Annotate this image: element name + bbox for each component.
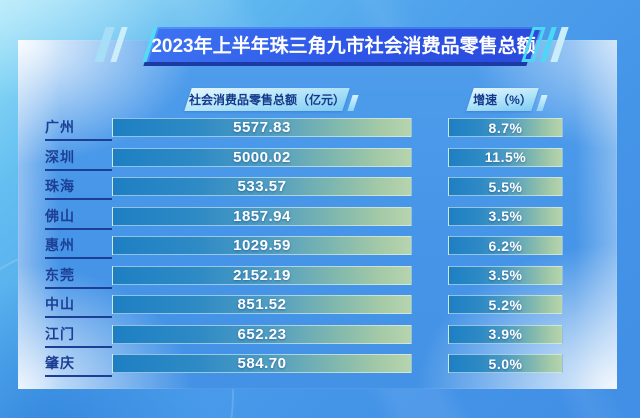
city-underline xyxy=(45,316,112,318)
value-bar-label: 2152.19 xyxy=(233,266,291,284)
growth-bar-label: 3.5% xyxy=(488,267,523,283)
value-bar: 2152.19 xyxy=(112,265,412,285)
city-label: 江门 xyxy=(45,325,75,342)
value-bar-label: 5577.83 xyxy=(233,119,291,136)
value-bar-label: 1029.59 xyxy=(233,237,291,254)
value-bar-label: 5000.02 xyxy=(233,148,291,166)
growth-bar: 3.5% xyxy=(448,265,563,285)
city-underline xyxy=(45,257,112,259)
value-bar: 1857.94 xyxy=(112,206,412,226)
value-bar: 1029.59 xyxy=(112,236,412,255)
value-bar: 5000.02 xyxy=(112,147,412,167)
value-bar: 584.70 xyxy=(112,354,412,373)
growth-bar: 3.5% xyxy=(448,206,563,226)
value-bar: 652.23 xyxy=(112,324,412,344)
table-row: 深圳 5000.02 11.5% xyxy=(0,147,640,171)
value-bar-label: 652.23 xyxy=(237,325,287,343)
city-label: 东莞 xyxy=(45,266,75,283)
growth-bar-label: 3.9% xyxy=(488,326,523,342)
city-underline xyxy=(45,168,112,171)
city-label: 深圳 xyxy=(45,148,75,165)
page-title: 2023年上半年珠三角九市社会消费品零售总额 xyxy=(151,36,536,57)
growth-bar: 6.2% xyxy=(448,236,563,255)
city-label: 佛山 xyxy=(45,207,75,224)
city-underline xyxy=(45,345,112,348)
growth-bar-label: 11.5% xyxy=(484,149,527,165)
table-row: 佛山 1857.94 3.5% xyxy=(0,206,640,230)
city-label: 珠海 xyxy=(45,178,75,194)
growth-bar-label: 3.5% xyxy=(488,208,523,224)
table-row: 广州 5577.83 8.7% xyxy=(0,118,640,141)
city-label: 惠州 xyxy=(45,237,75,253)
growth-bar: 11.5% xyxy=(448,147,563,167)
growth-bar-label: 5.5% xyxy=(488,178,523,195)
city-underline xyxy=(45,227,112,230)
growth-bar-label: 5.0% xyxy=(488,355,523,372)
city-underline xyxy=(45,139,112,141)
value-bar-label: 851.52 xyxy=(237,296,287,313)
growth-bar-label: 8.7% xyxy=(488,119,523,136)
value-bar-label: 1857.94 xyxy=(233,207,291,225)
value-bar: 533.57 xyxy=(112,177,412,196)
growth-bar: 3.9% xyxy=(448,324,563,344)
growth-bar: 8.7% xyxy=(448,118,563,137)
growth-bar-label: 5.2% xyxy=(488,296,523,313)
value-bar-label: 584.70 xyxy=(237,355,287,372)
table-row: 惠州 1029.59 6.2% xyxy=(0,236,640,259)
value-bar-label: 533.57 xyxy=(237,178,287,195)
city-label: 肇庆 xyxy=(45,355,75,371)
table-row: 中山 851.52 5.2% xyxy=(0,295,640,318)
growth-bar-label: 6.2% xyxy=(488,237,523,254)
table-row: 江门 652.23 3.9% xyxy=(0,324,640,348)
growth-bar: 5.5% xyxy=(448,177,563,196)
city-underline xyxy=(45,198,112,200)
table-row: 肇庆 584.70 5.0% xyxy=(0,354,640,377)
value-bar: 851.52 xyxy=(112,295,412,314)
growth-bar: 5.0% xyxy=(448,354,563,373)
value-column-header: 社会消费品零售总额（亿元） xyxy=(188,88,346,111)
value-bar: 5577.83 xyxy=(112,118,412,137)
city-underline xyxy=(45,375,112,377)
city-label: 广州 xyxy=(45,119,75,135)
growth-column-header: 增速（%） xyxy=(470,88,535,111)
growth-bar: 5.2% xyxy=(448,295,563,314)
title-banner: 2023年上半年珠三角九市社会消费品零售总额 xyxy=(146,27,541,62)
table-row: 东莞 2152.19 3.5% xyxy=(0,265,640,289)
growth-column-header-label: 增速（%） xyxy=(473,93,532,107)
city-underline xyxy=(45,286,112,289)
city-label: 中山 xyxy=(45,296,75,312)
table-row: 珠海 533.57 5.5% xyxy=(0,177,640,200)
value-column-header-label: 社会消费品零售总额（亿元） xyxy=(188,93,345,107)
